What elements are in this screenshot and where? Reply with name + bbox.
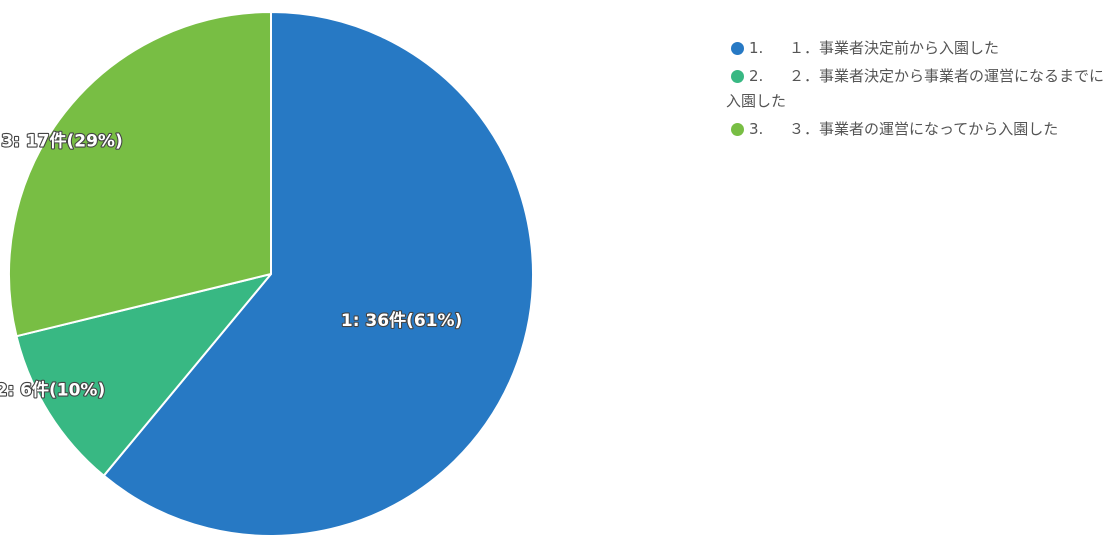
legend: 1. １．事業者決定前から入園した 2. ２．事業者決定から事業者の運営になるまでに… (726, 36, 1112, 145)
legend-swatch-2 (731, 70, 744, 83)
legend-label-1: １．事業者決定前から入園した (789, 39, 1000, 57)
pie-slice-label-2: 2: 6件(10%) (0, 380, 105, 401)
legend-text-3: 3. ３．事業者の運営になってから入園した (726, 117, 1112, 142)
legend-number-3: 3. (749, 120, 764, 138)
pie-slice-label-1: 1: 36件(61%) (341, 310, 462, 331)
pie-slices (8, 11, 534, 536)
pie-chart-svg: 1: 36件(61%) 2: 6件(10%) 3: 17件(29%) (0, 11, 534, 536)
pie-slice-label-3: 3: 17件(29%) (1, 130, 122, 151)
legend-text-2: 2. ２．事業者決定から事業者の運営になるまでに入園した (726, 64, 1112, 114)
legend-swatch-3 (731, 123, 744, 136)
legend-number-2: 2. (749, 67, 764, 85)
legend-item-3[interactable]: 3. ３．事業者の運営になってから入園した (728, 117, 1112, 142)
legend-swatch-1 (731, 42, 744, 55)
pie-slice-2[interactable] (15, 273, 272, 477)
legend-item-1[interactable]: 1. １．事業者決定前から入園した (728, 36, 1112, 61)
legend-number-1: 1. (749, 39, 764, 57)
pie-slice-1[interactable] (102, 11, 534, 536)
pie-slice-labels: 1: 36件(61%) 2: 6件(10%) 3: 17件(29%) (0, 129, 463, 402)
legend-item-2[interactable]: 2. ２．事業者決定から事業者の運営になるまでに入園した (726, 64, 1112, 114)
legend-label-2: ２．事業者決定から事業者の運営になるまでに入園した (726, 67, 1105, 110)
pie-chart: 1: 36件(61%) 2: 6件(10%) 3: 17件(29%) (0, 11, 534, 536)
legend-label-3: ３．事業者の運営になってから入園した (789, 120, 1059, 138)
legend-text-1: 1. １．事業者決定前から入園した (726, 36, 1112, 61)
pie-slice-3[interactable] (8, 11, 272, 338)
